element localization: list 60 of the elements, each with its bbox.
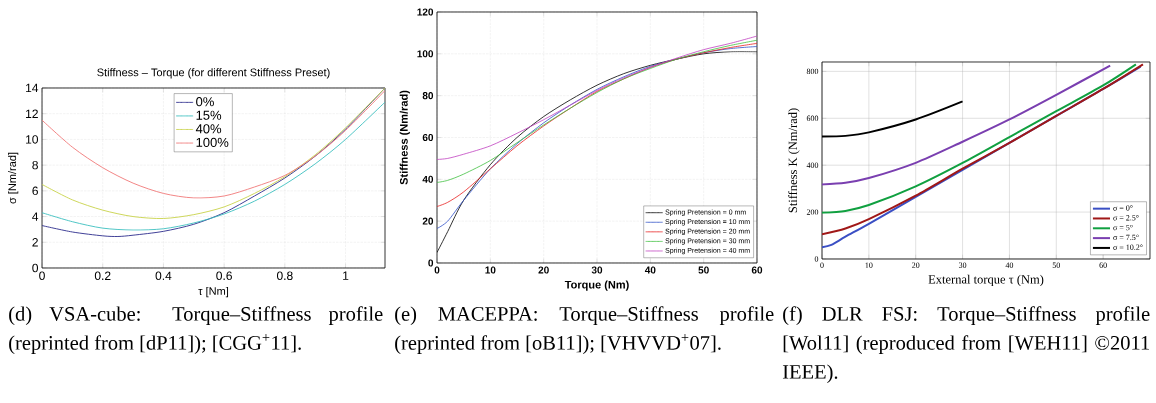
line-series <box>437 35 757 160</box>
y-tick-label: 4 <box>32 212 39 221</box>
x-tick-label: 40 <box>1005 262 1014 268</box>
y-tick-label: 400 <box>806 162 819 168</box>
x-tick-label: 10 <box>485 266 496 274</box>
text: (e) MACEPPA: Torque–Stiffness profile (reprinted from [oB11]); [VHVVD$^{+}$07]. <box>395 306 774 354</box>
x-tick-label: 50 <box>1052 262 1060 268</box>
legend-label: 100% <box>196 137 229 147</box>
x-tick-label: 20 <box>912 262 920 268</box>
y-tick-label: 600 <box>806 115 819 121</box>
line-series <box>42 90 386 199</box>
y-tick-label: 2 <box>32 238 38 247</box>
legend-label: 0% <box>196 97 214 107</box>
text: (d) VSA-cube: Torque–Stiffness profile (reprinted from [dP11]); [CGG$^{+}$11]. <box>9 306 383 354</box>
y-axis-title: Stiffness (Nm/rad) <box>399 90 410 185</box>
y-tick-label: 0 <box>814 256 819 262</box>
x-tick-label: 0.6 <box>216 271 232 281</box>
x-tick-label: 0 <box>434 266 440 274</box>
legend-label: 40% <box>195 124 222 134</box>
x-tick-label: 20 <box>538 266 549 274</box>
line-series <box>437 39 757 183</box>
y-tick-label: 12 <box>26 109 38 118</box>
y-axis-title: Stiffness K (Nm/rad) <box>788 108 800 213</box>
legend-label: σ = 10.2° <box>1113 244 1143 250</box>
x-axis-title: τ [Nm] <box>198 286 229 298</box>
legend-label: 15% <box>196 110 222 120</box>
x-tick-label: 60 <box>751 266 763 274</box>
legend-label: σ = 7.5° <box>1113 234 1139 241</box>
text: (f) DLR FSJ: Torque–Stiffness profile [Wol11] (reproduced from [WEH11] ©2011 IEEE). <box>782 306 1150 383</box>
y-tick-label: 60 <box>422 133 434 142</box>
legend-label: σ = 2.5° <box>1113 215 1139 221</box>
line-series <box>822 64 1112 186</box>
x-axis-title: Torque (Nm) <box>564 280 629 291</box>
y-tick-label: 20 <box>422 217 434 225</box>
y-tick-label: 800 <box>806 68 819 75</box>
x-tick-label: 0.4 <box>155 271 172 281</box>
y-tick-label: 200 <box>806 209 819 215</box>
x-tick-label: 50 <box>698 266 709 274</box>
x-tick-label: 10 <box>865 262 873 268</box>
legend-label: σ = 5° <box>1113 224 1133 231</box>
legend-label: σ = 0° <box>1113 205 1133 211</box>
chart-title: Stiffness – Torque (for different Stiffness Preset) <box>97 68 330 79</box>
y-tick-label: 8 <box>32 160 38 170</box>
x-tick-label: 30 <box>591 266 603 274</box>
y-tick-label: 14 <box>26 83 39 93</box>
x-tick-label: 0.2 <box>94 271 111 281</box>
x-tick-label: 30 <box>958 262 967 268</box>
y-tick-label: 10 <box>26 135 39 144</box>
y-tick-label: 40 <box>422 175 434 183</box>
x-tick-label: 0.8 <box>276 271 293 281</box>
y-tick-label: 120 <box>417 8 434 16</box>
x-tick-label: 60 <box>1099 262 1107 268</box>
x-tick-label: 0 <box>820 262 824 268</box>
y-axis-title: σ [Nm/rad] <box>8 152 19 204</box>
x-tick-label: 1 <box>343 271 349 280</box>
y-tick-label: 100 <box>417 50 434 58</box>
x-axis-title: External torque τ (Nm) <box>928 274 1044 287</box>
y-tick-label: 80 <box>422 92 434 100</box>
x-tick-label: 40 <box>644 266 656 274</box>
y-tick-label: 6 <box>32 186 38 196</box>
